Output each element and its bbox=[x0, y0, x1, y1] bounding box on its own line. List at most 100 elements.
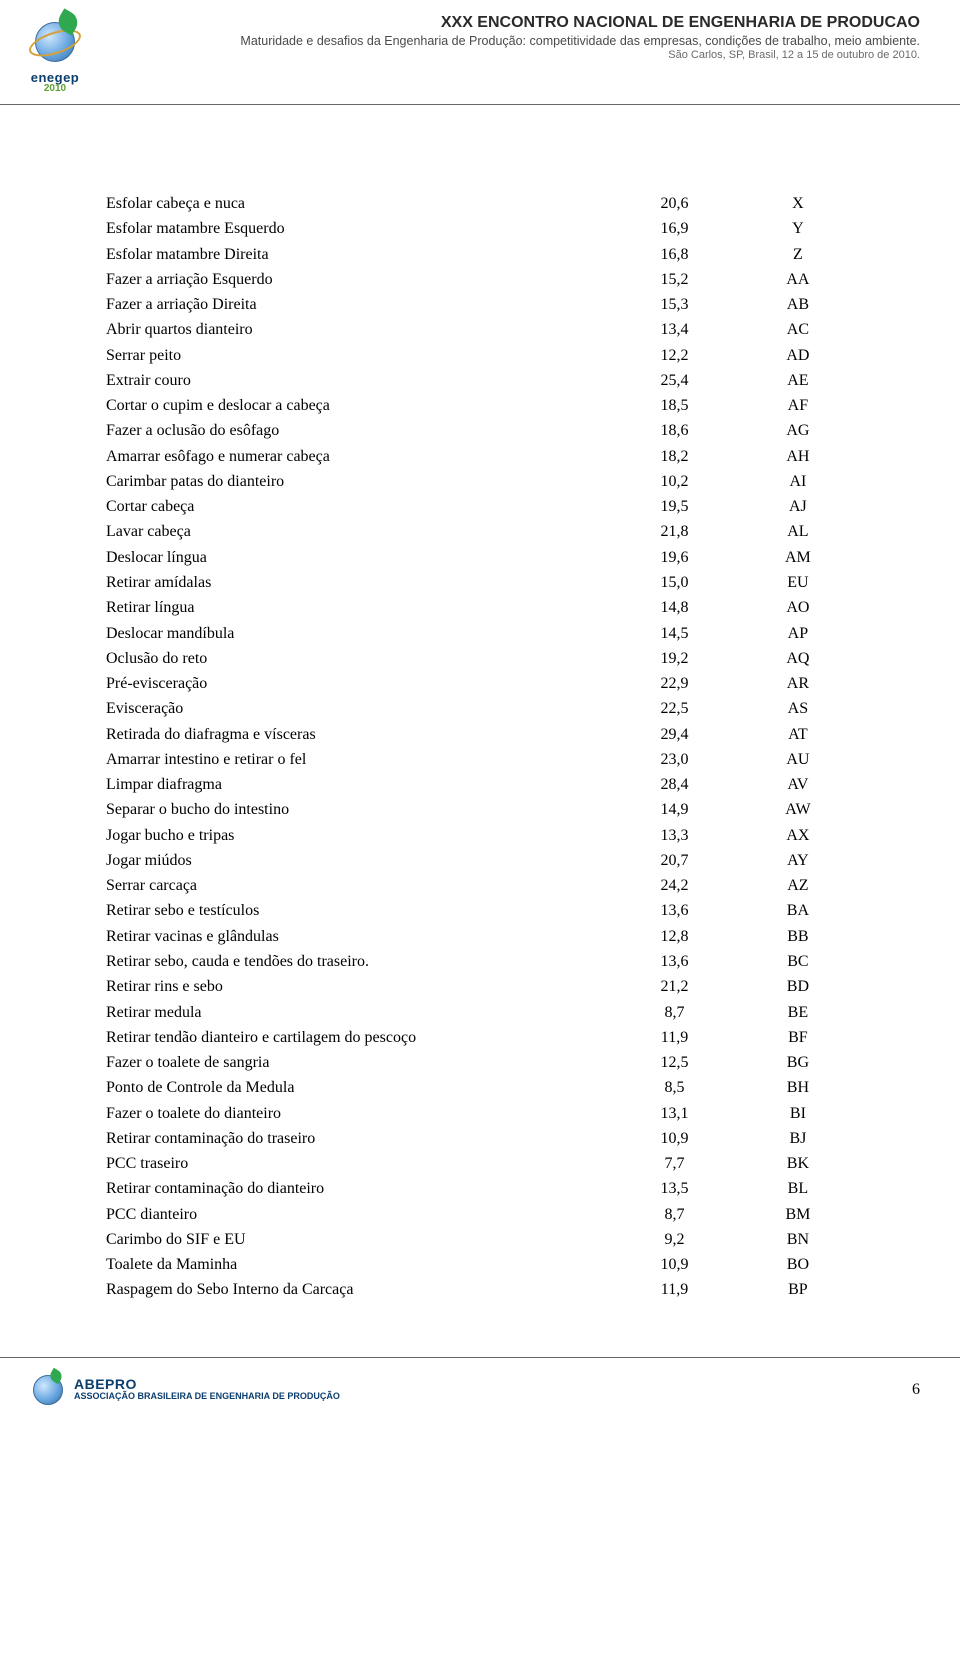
row-value: 8,7 bbox=[607, 1202, 742, 1227]
table-row: Serrar carcaça24,2AZ bbox=[106, 873, 854, 898]
row-value: 28,4 bbox=[607, 772, 742, 797]
row-code: AA bbox=[742, 267, 854, 292]
data-table: Esfolar cabeça e nuca20,6X Esfolar matamb… bbox=[106, 191, 854, 1303]
row-value: 7,7 bbox=[607, 1151, 742, 1176]
row-description: Fazer a arriação Direita bbox=[106, 292, 607, 317]
row-code: AP bbox=[742, 621, 854, 646]
row-code: X bbox=[742, 191, 854, 216]
row-description: Retirar contaminação do traseiro bbox=[106, 1126, 607, 1151]
row-value: 8,7 bbox=[607, 1000, 742, 1025]
page-number: 6 bbox=[912, 1381, 920, 1399]
row-code: AW bbox=[742, 797, 854, 822]
table-row: Separar o bucho do intestino14,9AW bbox=[106, 797, 854, 822]
table-row: Fazer a arriação Direita15,3AB bbox=[106, 292, 854, 317]
row-code: AE bbox=[742, 368, 854, 393]
row-value: 22,5 bbox=[607, 696, 742, 721]
row-value: 13,1 bbox=[607, 1101, 742, 1126]
row-value: 10,9 bbox=[607, 1252, 742, 1277]
row-description: Serrar peito bbox=[106, 343, 607, 368]
row-code: AT bbox=[742, 722, 854, 747]
row-code: AB bbox=[742, 292, 854, 317]
row-code: AU bbox=[742, 747, 854, 772]
row-value: 12,2 bbox=[607, 343, 742, 368]
row-description: PCC traseiro bbox=[106, 1151, 607, 1176]
row-description: Retirar língua bbox=[106, 595, 607, 620]
row-description: Cortar cabeça bbox=[106, 494, 607, 519]
table-row: Abrir quartos dianteiro13,4AC bbox=[106, 317, 854, 342]
row-code: AZ bbox=[742, 873, 854, 898]
table-row: Retirar sebo e testículos13,6BA bbox=[106, 898, 854, 923]
row-description: Separar o bucho do intestino bbox=[106, 797, 607, 822]
row-description: Amarrar esôfago e numerar cabeça bbox=[106, 444, 607, 469]
table-row: Lavar cabeça21,8AL bbox=[106, 519, 854, 544]
table-row: Cortar cabeça19,5AJ bbox=[106, 494, 854, 519]
table-row: Amarrar intestino e retirar o fel23,0AU bbox=[106, 747, 854, 772]
row-value: 16,8 bbox=[607, 242, 742, 267]
row-value: 20,7 bbox=[607, 848, 742, 873]
row-value: 10,2 bbox=[607, 469, 742, 494]
row-value: 15,0 bbox=[607, 570, 742, 595]
header-location: São Carlos, SP, Brasil, 12 a 15 de outub… bbox=[100, 49, 920, 61]
table-row: Esfolar cabeça e nuca20,6X bbox=[106, 191, 854, 216]
row-description: Jogar bucho e tripas bbox=[106, 823, 607, 848]
row-value: 25,4 bbox=[607, 368, 742, 393]
footer-brand-block: ABEPRO ASSOCIAÇÃO BRASILEIRA DE ENGENHAR… bbox=[74, 1377, 340, 1402]
row-description: Fazer o toalete do dianteiro bbox=[106, 1101, 607, 1126]
row-description: Oclusão do reto bbox=[106, 646, 607, 671]
row-value: 18,6 bbox=[607, 418, 742, 443]
table-row: Retirar contaminação do dianteiro13,5BL bbox=[106, 1176, 854, 1201]
row-value: 11,9 bbox=[607, 1025, 742, 1050]
table-row: Limpar diafragma28,4AV bbox=[106, 772, 854, 797]
row-value: 19,5 bbox=[607, 494, 742, 519]
table-row: Evisceração22,5AS bbox=[106, 696, 854, 721]
row-code: BF bbox=[742, 1025, 854, 1050]
row-code: AC bbox=[742, 317, 854, 342]
row-value: 14,9 bbox=[607, 797, 742, 822]
row-description: Deslocar língua bbox=[106, 545, 607, 570]
row-code: AV bbox=[742, 772, 854, 797]
row-value: 18,2 bbox=[607, 444, 742, 469]
row-code: AI bbox=[742, 469, 854, 494]
table-row: Jogar miúdos20,7AY bbox=[106, 848, 854, 873]
table-row: Retirar rins e sebo21,2BD bbox=[106, 974, 854, 999]
table-row: Extrair couro25,4AE bbox=[106, 368, 854, 393]
row-description: Amarrar intestino e retirar o fel bbox=[106, 747, 607, 772]
row-description: Retirar tendão dianteiro e cartilagem do… bbox=[106, 1025, 607, 1050]
row-description: Abrir quartos dianteiro bbox=[106, 317, 607, 342]
row-code: AH bbox=[742, 444, 854, 469]
row-code: AX bbox=[742, 823, 854, 848]
table-row: Pré-evisceração22,9AR bbox=[106, 671, 854, 696]
row-code: BC bbox=[742, 949, 854, 974]
row-code: Z bbox=[742, 242, 854, 267]
row-description: Retirar medula bbox=[106, 1000, 607, 1025]
row-value: 19,6 bbox=[607, 545, 742, 570]
row-code: AM bbox=[742, 545, 854, 570]
row-code: BO bbox=[742, 1252, 854, 1277]
row-code: AY bbox=[742, 848, 854, 873]
row-code: BM bbox=[742, 1202, 854, 1227]
footer-brand: ABEPRO bbox=[74, 1377, 340, 1392]
table-row: Retirar amídalas15,0EU bbox=[106, 570, 854, 595]
table-row: Deslocar língua19,6AM bbox=[106, 545, 854, 570]
header-title: XXX ENCONTRO NACIONAL DE ENGENHARIA DE P… bbox=[100, 14, 920, 32]
row-value: 16,9 bbox=[607, 216, 742, 241]
row-description: Fazer a oclusão do esôfago bbox=[106, 418, 607, 443]
row-code: BE bbox=[742, 1000, 854, 1025]
header-logo: enegep 2010 bbox=[28, 14, 82, 94]
table-row: Amarrar esôfago e numerar cabeça18,2AH bbox=[106, 444, 854, 469]
row-value: 22,9 bbox=[607, 671, 742, 696]
logo-year: 2010 bbox=[44, 83, 66, 94]
row-code: AF bbox=[742, 393, 854, 418]
table-row: Fazer o toalete do dianteiro13,1BI bbox=[106, 1101, 854, 1126]
row-description: Jogar miúdos bbox=[106, 848, 607, 873]
table-row: PCC dianteiro8,7BM bbox=[106, 1202, 854, 1227]
table-row: Retirar vacinas e glândulas12,8BB bbox=[106, 924, 854, 949]
row-value: 10,9 bbox=[607, 1126, 742, 1151]
row-code: AR bbox=[742, 671, 854, 696]
row-value: 13,3 bbox=[607, 823, 742, 848]
row-description: Fazer o toalete de sangria bbox=[106, 1050, 607, 1075]
row-description: Extrair couro bbox=[106, 368, 607, 393]
row-description: Esfolar matambre Direita bbox=[106, 242, 607, 267]
row-description: Cortar o cupim e deslocar a cabeça bbox=[106, 393, 607, 418]
table-row: Oclusão do reto19,2AQ bbox=[106, 646, 854, 671]
